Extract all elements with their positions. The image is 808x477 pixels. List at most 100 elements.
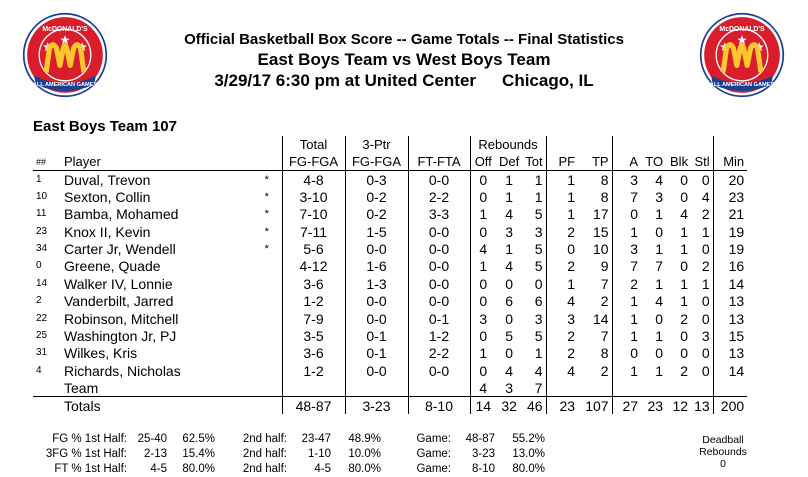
cell-num: 0 bbox=[36, 260, 42, 272]
shooting-label3: Game: bbox=[416, 463, 451, 475]
cell-to: 1 bbox=[655, 327, 664, 344]
cell-name: Richards, Nicholas bbox=[64, 362, 181, 379]
cell-blk: 0 bbox=[680, 345, 689, 362]
table-row: 0 Greene, Quade 4-12 1-6 0-0 1 4 5 2 9 7 7 0 2 16 bbox=[33, 257, 748, 276]
cell-off: 1 bbox=[469, 257, 496, 276]
shooting-label: FG % 1st Half: bbox=[52, 433, 127, 445]
cell-stl: 0 bbox=[701, 171, 710, 188]
cell-tot: 3 bbox=[534, 223, 543, 240]
shooting-g: 8-10 bbox=[471, 463, 495, 475]
cell-blk: 0 bbox=[680, 327, 689, 344]
game-city: Chicago, IL bbox=[502, 71, 594, 90]
table-row: 10 Sexton, Collin * 3-10 0-2 2-2 0 1 1 1 8 7 3 0 4 23 bbox=[33, 188, 748, 206]
cell-blk: 12 bbox=[666, 396, 692, 415]
table-row: 25 Washington Jr, PJ 3-5 0-1 1-2 0 5 5 2 7 1 1 0 3 15 bbox=[33, 327, 748, 345]
cell-stl: 0 bbox=[701, 310, 710, 327]
cell-name: Totals bbox=[61, 396, 252, 415]
cell-fg: 5-6 bbox=[281, 240, 345, 258]
cell-def: 6 bbox=[505, 293, 514, 310]
cell-off: 0 bbox=[469, 275, 496, 293]
cell-fg: 4-12 bbox=[281, 257, 345, 276]
cell-three: 1-3 bbox=[344, 275, 408, 293]
cell-tot: 7 bbox=[534, 379, 543, 396]
cell-a: 3 bbox=[611, 240, 642, 258]
cell-name: Greene, Quade bbox=[64, 258, 161, 275]
cell-min: 19 bbox=[712, 222, 748, 241]
svg-text:McDONALD'S: McDONALD'S bbox=[719, 26, 765, 33]
cell-blk: 0 bbox=[680, 171, 689, 188]
cell-three: 0-0 bbox=[344, 240, 408, 258]
shooting-g: 48-87 bbox=[465, 433, 495, 445]
cell-name: Vanderbilt, Jarred bbox=[64, 293, 174, 310]
cell-def: 32 bbox=[496, 396, 523, 415]
cell-fg: 7-9 bbox=[281, 309, 345, 328]
cell-tot: 6 bbox=[534, 293, 543, 310]
shooting-p2: 10.0% bbox=[348, 448, 381, 460]
cell-three: 0-0 bbox=[344, 309, 408, 328]
cell-min: 19 bbox=[712, 240, 748, 258]
shooting-label2: 2nd half: bbox=[242, 448, 287, 460]
table-row: 4 Richards, Nicholas 1-2 0-0 0-0 0 4 4 4 2 1 1 2 0 14 bbox=[33, 362, 748, 380]
cell-off: 3 bbox=[469, 309, 496, 328]
cell-ft: 0-0 bbox=[407, 240, 470, 258]
shooting-h1: 2-13 bbox=[143, 448, 167, 460]
cell-a: 3 bbox=[611, 170, 642, 189]
cell-ft: 2-2 bbox=[407, 344, 470, 363]
cell-to: 23 bbox=[641, 396, 667, 415]
cell-name: Bamba, Mohamed bbox=[64, 206, 179, 223]
cell-pf: 1 bbox=[545, 170, 579, 189]
cell-def: 3 bbox=[505, 379, 514, 396]
cell-starter bbox=[252, 293, 282, 310]
cell-off: 0 bbox=[469, 292, 496, 310]
cell-a: 1 bbox=[611, 362, 642, 380]
cell-pf: 2 bbox=[545, 344, 579, 363]
cell-three: 0-3 bbox=[344, 170, 408, 189]
cell-tot: 1 bbox=[534, 171, 543, 188]
cell-stl: 4 bbox=[701, 188, 710, 205]
cell-name: Carter Jr, Wendell bbox=[64, 241, 176, 258]
shooting-p1: 62.5% bbox=[182, 433, 215, 445]
cell-starter bbox=[252, 275, 282, 292]
cell-blk: 0 bbox=[680, 258, 689, 275]
cell-starter: * bbox=[264, 208, 269, 221]
cell-stl: 1 bbox=[701, 223, 710, 240]
col-ft: FT-FTA bbox=[407, 153, 470, 172]
cell-ft: 0-0 bbox=[407, 170, 470, 189]
cell-starter bbox=[252, 327, 282, 344]
cell-off: 0 bbox=[469, 362, 496, 380]
cell-num: 1 bbox=[36, 173, 42, 185]
cell-name: Robinson, Mitchell bbox=[64, 310, 179, 327]
cell-tp: 17 bbox=[593, 206, 609, 223]
shooting-percentages: FG % 1st Half: 25-40 62.5% 2nd half: 23-47 48… bbox=[37, 432, 545, 477]
cell-a: 0 bbox=[611, 205, 642, 223]
cell-to: 1 bbox=[655, 275, 664, 292]
cell-tot: 1 bbox=[534, 345, 543, 362]
cell-three: 0-1 bbox=[344, 344, 408, 363]
shooting-label: FT % 1st Half: bbox=[54, 463, 127, 475]
cell-three: 0-2 bbox=[344, 188, 408, 206]
cell-ft: 8-10 bbox=[407, 396, 470, 415]
svg-text:ALL AMERICAN GAMES: ALL AMERICAN GAMES bbox=[710, 82, 774, 88]
table-row: 11 Bamba, Mohamed * 7-10 0-2 3-3 1 4 5 1 17 0 1 4 2 21 bbox=[33, 205, 748, 223]
deadball-label: Deadball bbox=[702, 434, 744, 446]
report-title: Official Basketball Box Score -- Game To… bbox=[184, 31, 624, 48]
cell-tp: 2 bbox=[600, 293, 609, 310]
shooting-label2: 2nd half: bbox=[242, 463, 287, 475]
cell-blk: 1 bbox=[680, 293, 689, 310]
cell-blk: 2 bbox=[680, 362, 689, 379]
cell-def: 5 bbox=[505, 327, 514, 344]
cell-pf: 23 bbox=[545, 396, 579, 415]
cell-fg: 1-2 bbox=[281, 362, 345, 380]
cell-ft: 0-0 bbox=[407, 362, 470, 380]
cell-blk: 1 bbox=[680, 223, 689, 240]
cell-a: 27 bbox=[611, 396, 642, 415]
cell-off: 0 bbox=[469, 327, 496, 345]
cell-def: 1 bbox=[505, 241, 514, 258]
cell-min: 15 bbox=[712, 327, 748, 345]
cell-min: 16 bbox=[712, 257, 748, 276]
shooting-row: 3FG % 1st Half: 2-13 15.4% 2nd half: 1-10 10.… bbox=[37, 447, 545, 462]
cell-tp: 8 bbox=[600, 171, 609, 188]
cell-fg: 3-6 bbox=[281, 344, 345, 363]
cell-starter: * bbox=[264, 225, 269, 238]
team-row: Team 4 3 7 bbox=[33, 379, 748, 397]
